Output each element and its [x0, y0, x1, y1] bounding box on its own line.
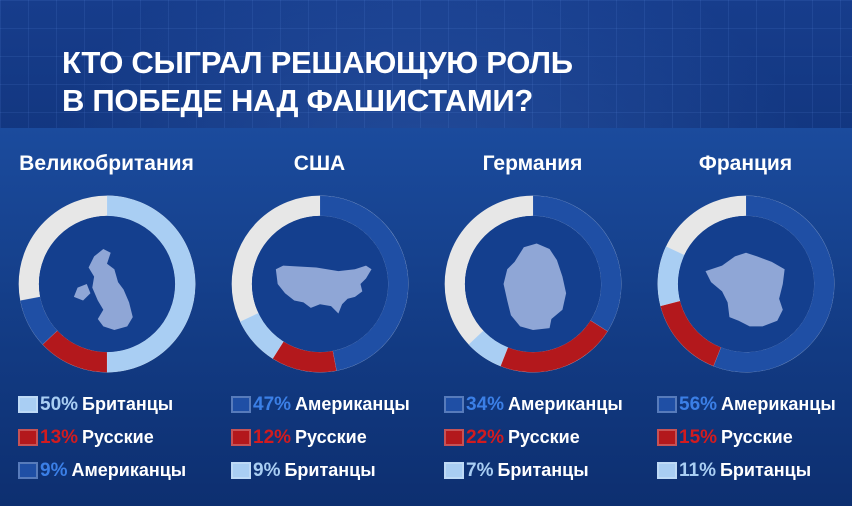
- legend-item: 9% Британцы: [231, 454, 426, 487]
- legend-percent: 7%: [466, 459, 494, 481]
- legend-item: 7% Британцы: [444, 454, 639, 487]
- country-title: Великобритания: [19, 152, 194, 175]
- page-title: КТО СЫГРАЛ РЕШАЮЩУЮ РОЛЬ В ПОБЕДЕ НАД ФА…: [62, 44, 573, 120]
- legend-france: 56% Американцы 15% Русские 11% Британцы: [657, 388, 852, 487]
- legend-germany: 34% Американцы 22% Русские 7% Британцы: [444, 388, 639, 487]
- legend-item: 13% Русские: [18, 421, 213, 454]
- legend-label: Британцы: [82, 394, 174, 414]
- legend-swatch: [444, 462, 464, 479]
- legend-label: Британцы: [284, 460, 376, 480]
- legend-percent: 9%: [253, 459, 281, 481]
- background-grid: [0, 0, 852, 135]
- country-title: Германия: [482, 152, 583, 175]
- legend-label: Американцы: [508, 394, 623, 414]
- legend-percent: 13%: [40, 426, 79, 448]
- country-title: США: [293, 152, 346, 175]
- legend-swatch: [444, 396, 464, 413]
- legend-percent: 34%: [466, 393, 505, 415]
- donut-chart-usa: [231, 195, 409, 373]
- legend-item: 9% Американцы: [18, 454, 213, 487]
- usa-map-icon: [275, 265, 372, 314]
- panel-france: Франция 56% Американцы 15% Русские 11% Б…: [639, 128, 852, 506]
- donut-chart-france: [656, 195, 835, 373]
- legend-label: Русские: [82, 427, 154, 447]
- legend-swatch: [231, 396, 251, 413]
- legend-item: 22% Русские: [444, 421, 639, 454]
- france-map-icon: [705, 252, 785, 327]
- legend-swatch: [657, 396, 677, 413]
- legend-label: Американцы: [295, 394, 410, 414]
- legend-usa: 47% Американцы 12% Русские 9% Британцы: [231, 388, 426, 487]
- legend-label: Американцы: [721, 394, 836, 414]
- legend-uk: 50% Британцы 13% Русские 9% Американцы: [18, 388, 213, 487]
- legend-percent: 9%: [40, 459, 68, 481]
- panel-germany: Германия 34% Американцы 22% Русские 7% Б…: [426, 128, 639, 506]
- legend-item: 34% Американцы: [444, 388, 639, 421]
- donut-chart-uk: [18, 195, 196, 373]
- title-line-2: В ПОБЕДЕ НАД ФАШИСТАМИ?: [62, 83, 533, 118]
- legend-item: 11% Британцы: [657, 454, 852, 487]
- legend-percent: 15%: [679, 426, 718, 448]
- legend-swatch: [444, 429, 464, 446]
- legend-swatch: [18, 462, 38, 479]
- title-line-1: КТО СЫГРАЛ РЕШАЮЩУЮ РОЛЬ: [62, 45, 573, 80]
- panel-usa: США 47% Американцы 12% Русские 9% Британ…: [213, 128, 426, 506]
- legend-percent: 56%: [679, 393, 718, 415]
- legend-item: 15% Русские: [657, 421, 852, 454]
- legend-label: Русские: [721, 427, 793, 447]
- panel-uk: Великобритания 50% Британцы 13% Русские …: [0, 128, 213, 506]
- legend-item: 47% Американцы: [231, 388, 426, 421]
- legend-label: Британцы: [719, 460, 812, 480]
- legend-swatch: [18, 429, 38, 446]
- legend-label: Русские: [295, 427, 367, 447]
- legend-percent: 50%: [40, 393, 79, 415]
- legend-percent: 12%: [253, 426, 292, 448]
- legend-label: Русские: [508, 427, 580, 447]
- legend-item: 50% Британцы: [18, 388, 213, 421]
- legend-percent: 22%: [466, 426, 505, 448]
- legend-label: Американцы: [71, 460, 187, 480]
- legend-swatch: [657, 429, 677, 446]
- legend-swatch: [657, 462, 677, 479]
- legend-label: Британцы: [497, 460, 589, 480]
- germany-map-icon: [503, 243, 566, 330]
- legend-item: 12% Русские: [231, 421, 426, 454]
- uk-map-icon: [73, 249, 133, 330]
- donut-chart-germany: [444, 195, 622, 373]
- legend-percent: 47%: [253, 393, 292, 415]
- legend-swatch: [18, 396, 38, 413]
- legend-item: 56% Американцы: [657, 388, 852, 421]
- legend-swatch: [231, 462, 251, 479]
- legend-percent: 11%: [679, 459, 716, 481]
- legend-swatch: [231, 429, 251, 446]
- country-title: Франция: [698, 152, 793, 175]
